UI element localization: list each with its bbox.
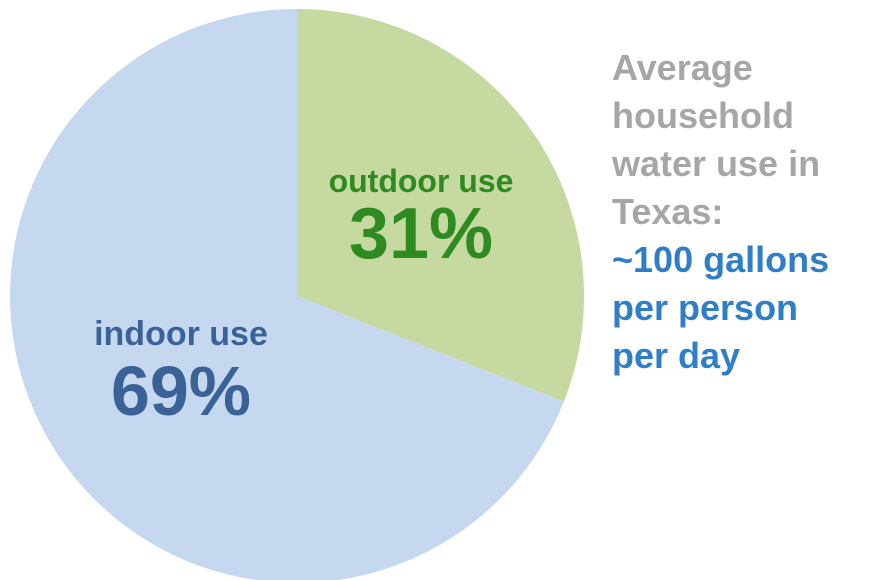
pie-slice-outdoor-use	[297, 9, 584, 402]
slice-value-outdoor-use: 31%	[349, 194, 493, 274]
caption: Average household water use in Texas: ~1…	[612, 44, 862, 380]
caption-line-7: per day	[612, 335, 741, 376]
caption-line-5: ~100 gallons	[612, 239, 830, 280]
caption-line-3: water use in	[612, 143, 821, 184]
slice-label-indoor-use: indoor use	[94, 315, 268, 353]
caption-line-4: Texas:	[612, 191, 724, 232]
caption-line-2: household	[612, 95, 794, 136]
slice-value-indoor-use: 69%	[111, 352, 251, 430]
slice-label-outdoor-use: outdoor use	[329, 163, 514, 199]
pie-slice-indoor-use	[10, 9, 564, 580]
caption-line-6: per person	[612, 287, 799, 328]
caption-line-1: Average	[612, 47, 753, 88]
pie-slices	[10, 9, 584, 580]
